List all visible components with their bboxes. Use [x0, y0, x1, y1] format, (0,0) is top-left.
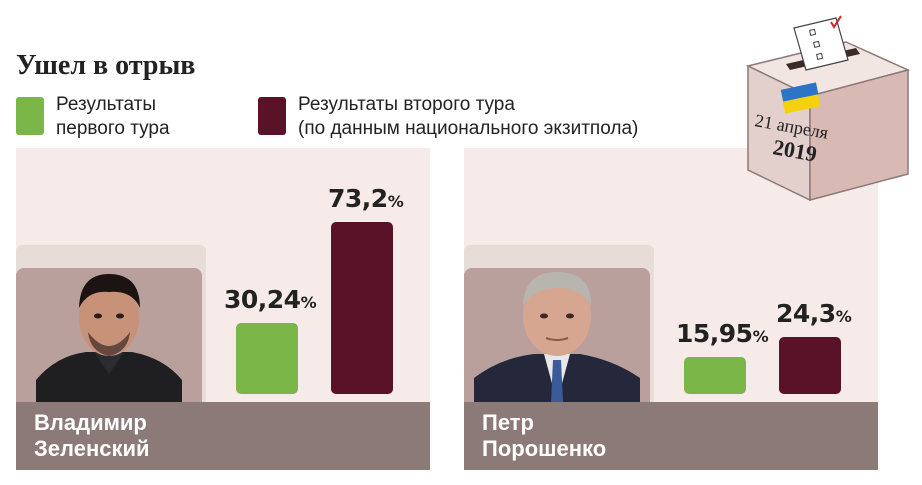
candidate-name-bar: Петр Порошенко: [464, 402, 878, 470]
bar-second-round-poroshenko: [779, 337, 841, 394]
ballot-box-icon: 21 апреля 2019: [745, 15, 911, 202]
legend-swatch-second-round: [258, 97, 286, 135]
candidate-panel-zelensky: Владимир Зеленский 30,24% 73,2%: [16, 148, 430, 470]
legend-label-first-round: Результаты первого тура: [56, 94, 170, 139]
candidate-name-poroshenko: Петр Порошенко: [482, 410, 607, 461]
bar-first-round-poroshenko: [684, 357, 746, 394]
bar-label-second-round-zelensky: 73,2%: [328, 184, 404, 213]
chart-title: Ушел в отрыв: [16, 50, 196, 81]
candidate-panel-poroshenko: Петр Порошенко 15,95% 24,3%: [464, 148, 878, 470]
candidate-name-bar: Владимир Зеленский: [16, 402, 430, 470]
candidate-photo-poroshenko: [464, 268, 650, 402]
bar-label-first-round-zelensky: 30,24%: [224, 285, 317, 314]
candidate-name-zelensky: Владимир Зеленский: [34, 410, 150, 461]
bar-second-round-zelensky: [331, 222, 393, 394]
bar-label-first-round-poroshenko: 15,95%: [676, 319, 769, 348]
portrait-icon: [464, 268, 650, 402]
legend-label-second-round: Результаты второго тура (по данным нацио…: [298, 94, 639, 139]
bar-label-second-round-poroshenko: 24,3%: [776, 299, 852, 328]
ukraine-flag-icon: [780, 82, 821, 114]
portrait-icon: [16, 268, 202, 402]
legend-swatch-first-round: [16, 97, 44, 135]
ballot-paper-icon: [793, 15, 849, 71]
bar-first-round-zelensky: [236, 323, 298, 394]
candidate-photo-zelensky: [16, 268, 202, 402]
